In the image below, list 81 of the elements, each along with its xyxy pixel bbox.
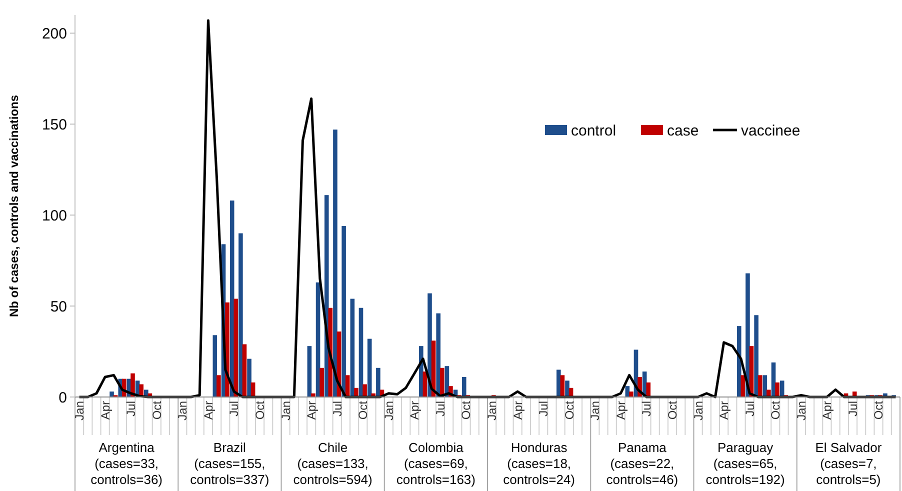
x-tick-label: Apr — [820, 401, 834, 420]
bar — [216, 375, 221, 397]
x-tick-label: Oct — [150, 400, 164, 420]
y-axis-title: Nb of cases, controls and vaccinations — [7, 94, 21, 318]
text: Brazil (cases=155, controls=337) — [190, 440, 270, 487]
legend-label: case — [667, 122, 699, 140]
x-tick-label: Jan — [176, 401, 190, 420]
x-tick-label: Jan — [691, 401, 706, 420]
x-tick-label: Jul — [124, 401, 138, 416]
bar — [110, 392, 114, 397]
x-tick-label: Jul — [536, 401, 551, 416]
x-tick-label: Oct — [665, 400, 680, 420]
bar — [629, 392, 634, 397]
bar — [746, 273, 750, 397]
x-tick-label: Oct — [459, 400, 474, 420]
bar — [440, 368, 444, 397]
y-tick-label: 50 — [50, 298, 67, 316]
bar — [462, 376, 466, 397]
bar — [358, 308, 364, 397]
x-tick-label: Jul — [227, 401, 242, 416]
x-tick-label: Oct — [562, 400, 576, 420]
bar — [436, 313, 440, 397]
bar — [646, 382, 651, 397]
x-tick-label: Oct — [768, 400, 783, 420]
y-tick-label: 200 — [42, 25, 67, 42]
bar — [238, 233, 243, 397]
bar — [362, 384, 367, 397]
y-tick-label: 100 — [42, 207, 67, 224]
x-tick-label: Jul — [330, 401, 344, 416]
bar — [367, 338, 372, 397]
bar — [333, 130, 338, 397]
text: Paraguay (cases=65, controls=192) — [706, 440, 785, 487]
bar — [560, 375, 565, 397]
x-tick-label: Jan — [382, 401, 396, 420]
bar — [307, 346, 312, 397]
bar — [247, 358, 252, 397]
legend-label: control — [571, 122, 616, 140]
x-tick-label: Jul — [742, 401, 757, 416]
x-tick-label: Apr — [717, 401, 732, 420]
x-tick-label: Oct — [356, 400, 370, 420]
x-tick-label: Apr — [304, 401, 319, 420]
bar — [242, 344, 247, 397]
text: Chile (cases=133, controls=594) — [293, 440, 372, 487]
legend-label: vaccinee — [741, 122, 800, 140]
bar — [234, 298, 238, 397]
bar — [565, 380, 570, 397]
bar — [766, 390, 771, 397]
x-tick-label: Apr — [408, 401, 422, 420]
y-tick-label: 0 — [58, 389, 67, 406]
bar — [320, 368, 324, 397]
bar — [754, 315, 758, 397]
bar — [342, 226, 346, 397]
bar — [556, 370, 561, 397]
x-tick-label: Apr — [614, 401, 628, 420]
x-tick-label: Oct — [252, 400, 267, 420]
text: Panama (cases=22, controls=46) — [606, 440, 678, 487]
x-tick-label: Jan — [72, 401, 86, 420]
x-tick-label: Oct — [872, 400, 886, 420]
bar — [350, 298, 355, 397]
bar — [775, 382, 780, 397]
x-tick-label: Jul — [433, 401, 448, 416]
bar — [428, 293, 432, 397]
text: Honduras (cases=18, controls=24) — [503, 440, 576, 487]
bar — [376, 368, 380, 397]
x-tick-label: Apr — [510, 401, 525, 420]
x-tick-label: Jan — [588, 401, 602, 420]
x-tick-label: Jan — [484, 401, 499, 420]
text: El Salvador (cases=7, controls=5) — [815, 440, 882, 487]
bar — [354, 388, 358, 397]
line-series — [78, 19, 897, 398]
y-tick-label: 150 — [42, 116, 67, 134]
x-tick-label: Apr — [98, 401, 112, 420]
text: Argentina (cases=33, controls=36) — [90, 440, 163, 487]
x-tick-label: Jan — [794, 401, 808, 420]
x-tick-label: Jul — [640, 401, 654, 416]
text: Colombia (cases=69, controls=163) — [396, 440, 476, 487]
bar — [736, 326, 742, 397]
bar — [324, 195, 329, 397]
x-tick-label: Jul — [846, 401, 860, 416]
x-tick-label: Apr — [201, 401, 216, 420]
x-tick-label: Jan — [278, 401, 293, 420]
